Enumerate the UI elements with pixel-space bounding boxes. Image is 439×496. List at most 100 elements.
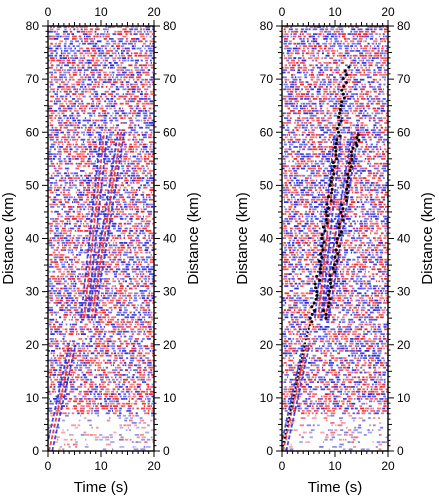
pick-point xyxy=(331,266,335,270)
y-tick-label-right: 70 xyxy=(163,72,177,86)
pick-point xyxy=(298,368,301,371)
pick-point xyxy=(282,440,285,443)
arrival-line xyxy=(313,132,336,319)
pick-point xyxy=(315,274,319,278)
pick-point xyxy=(350,157,354,161)
y-tick-label-right: 10 xyxy=(397,391,411,405)
pick-point xyxy=(293,390,296,393)
pick-point xyxy=(321,225,325,229)
arrival-line xyxy=(285,344,311,451)
second-arrival-picks xyxy=(322,133,361,320)
arrival-2 xyxy=(313,132,343,319)
pick-point xyxy=(287,420,290,423)
y-tick-label: 20 xyxy=(26,338,40,352)
y-tick-label-right: 40 xyxy=(163,232,177,246)
y-tick-label: 50 xyxy=(26,178,40,192)
y-tick-label-right: 80 xyxy=(163,19,177,33)
pick-point xyxy=(333,145,337,149)
pick-point xyxy=(339,230,343,234)
arrival-line xyxy=(93,132,126,319)
pick-point xyxy=(335,127,339,130)
pick-point xyxy=(292,397,295,400)
pick-point xyxy=(335,259,339,263)
pick-point xyxy=(345,81,348,84)
pick-point xyxy=(357,138,361,142)
pick-point xyxy=(326,214,330,218)
pick-point xyxy=(351,146,355,150)
x-tick-label-top: 20 xyxy=(147,5,161,19)
pick-point xyxy=(318,259,321,263)
pick-point xyxy=(341,92,345,96)
arrival-line xyxy=(87,132,119,319)
pick-point xyxy=(334,142,338,146)
y-tick-label-right: 50 xyxy=(163,178,177,192)
arrival-line xyxy=(327,132,360,319)
pick-point xyxy=(324,218,328,221)
pick-point xyxy=(322,240,326,244)
pick-point xyxy=(339,104,343,108)
y-tick-label-right: 20 xyxy=(397,338,411,352)
pick-point xyxy=(304,338,307,341)
arrival-line xyxy=(51,344,77,451)
pick-point xyxy=(301,353,304,356)
y-tick-label: 70 xyxy=(26,72,40,86)
pick-point xyxy=(296,379,299,382)
x-axis-title: Time (s) xyxy=(74,479,128,496)
pick-point xyxy=(335,157,339,161)
wiggle-image xyxy=(282,26,388,451)
x-tick-label-top: 0 xyxy=(279,5,286,19)
x-tick-label: 0 xyxy=(279,459,286,473)
pick-point xyxy=(306,331,309,334)
pick-point xyxy=(288,416,291,419)
arrival-line xyxy=(83,132,106,319)
pick-point xyxy=(340,203,344,207)
arrival-1 xyxy=(48,344,77,451)
pick-point xyxy=(341,218,345,222)
y-tick-label-right: 20 xyxy=(163,338,177,352)
y-tick-label-right: 10 xyxy=(163,391,177,405)
pick-point xyxy=(319,252,323,256)
arrival-line xyxy=(48,344,74,451)
pick-point xyxy=(326,293,330,297)
pick-point xyxy=(330,168,334,172)
pick-point xyxy=(330,187,334,191)
pick-point xyxy=(300,360,303,363)
pick-point xyxy=(337,222,341,226)
pick-point xyxy=(330,176,334,180)
pick-point xyxy=(338,134,342,138)
arrival-line xyxy=(48,344,71,446)
pick-point xyxy=(329,199,333,203)
pick-point xyxy=(342,96,346,100)
pick-point xyxy=(333,263,336,267)
pick-point xyxy=(329,180,333,184)
pick-point xyxy=(286,424,289,427)
pick-point xyxy=(341,77,345,81)
pick-point xyxy=(318,267,322,271)
arrival-line xyxy=(282,344,305,446)
pick-point xyxy=(337,123,341,127)
pick-point xyxy=(333,255,337,259)
pick-point xyxy=(284,432,287,435)
pick-point xyxy=(325,202,329,206)
arrival-line xyxy=(86,132,109,319)
arrival-line xyxy=(317,132,340,319)
pick-point xyxy=(348,169,352,172)
x-tick-label-top: 10 xyxy=(94,5,108,19)
pick-point xyxy=(313,282,317,286)
x-tick-label: 20 xyxy=(147,459,161,473)
x-tick-label-top: 10 xyxy=(328,5,342,19)
arrival-1 xyxy=(282,344,311,451)
y-tick-label-right: 80 xyxy=(397,19,411,33)
arrival-line xyxy=(79,132,102,319)
pick-point xyxy=(310,305,314,309)
pick-point xyxy=(335,237,339,241)
pick-point xyxy=(308,316,312,320)
pick-point xyxy=(322,309,326,312)
pick-point xyxy=(327,289,331,293)
arrival-line xyxy=(320,132,343,319)
arrival-line xyxy=(90,132,123,319)
y-tick-label-right: 60 xyxy=(397,125,411,139)
pick-point xyxy=(338,108,342,111)
pick-point xyxy=(328,297,332,301)
y-tick-label: 0 xyxy=(266,444,273,458)
